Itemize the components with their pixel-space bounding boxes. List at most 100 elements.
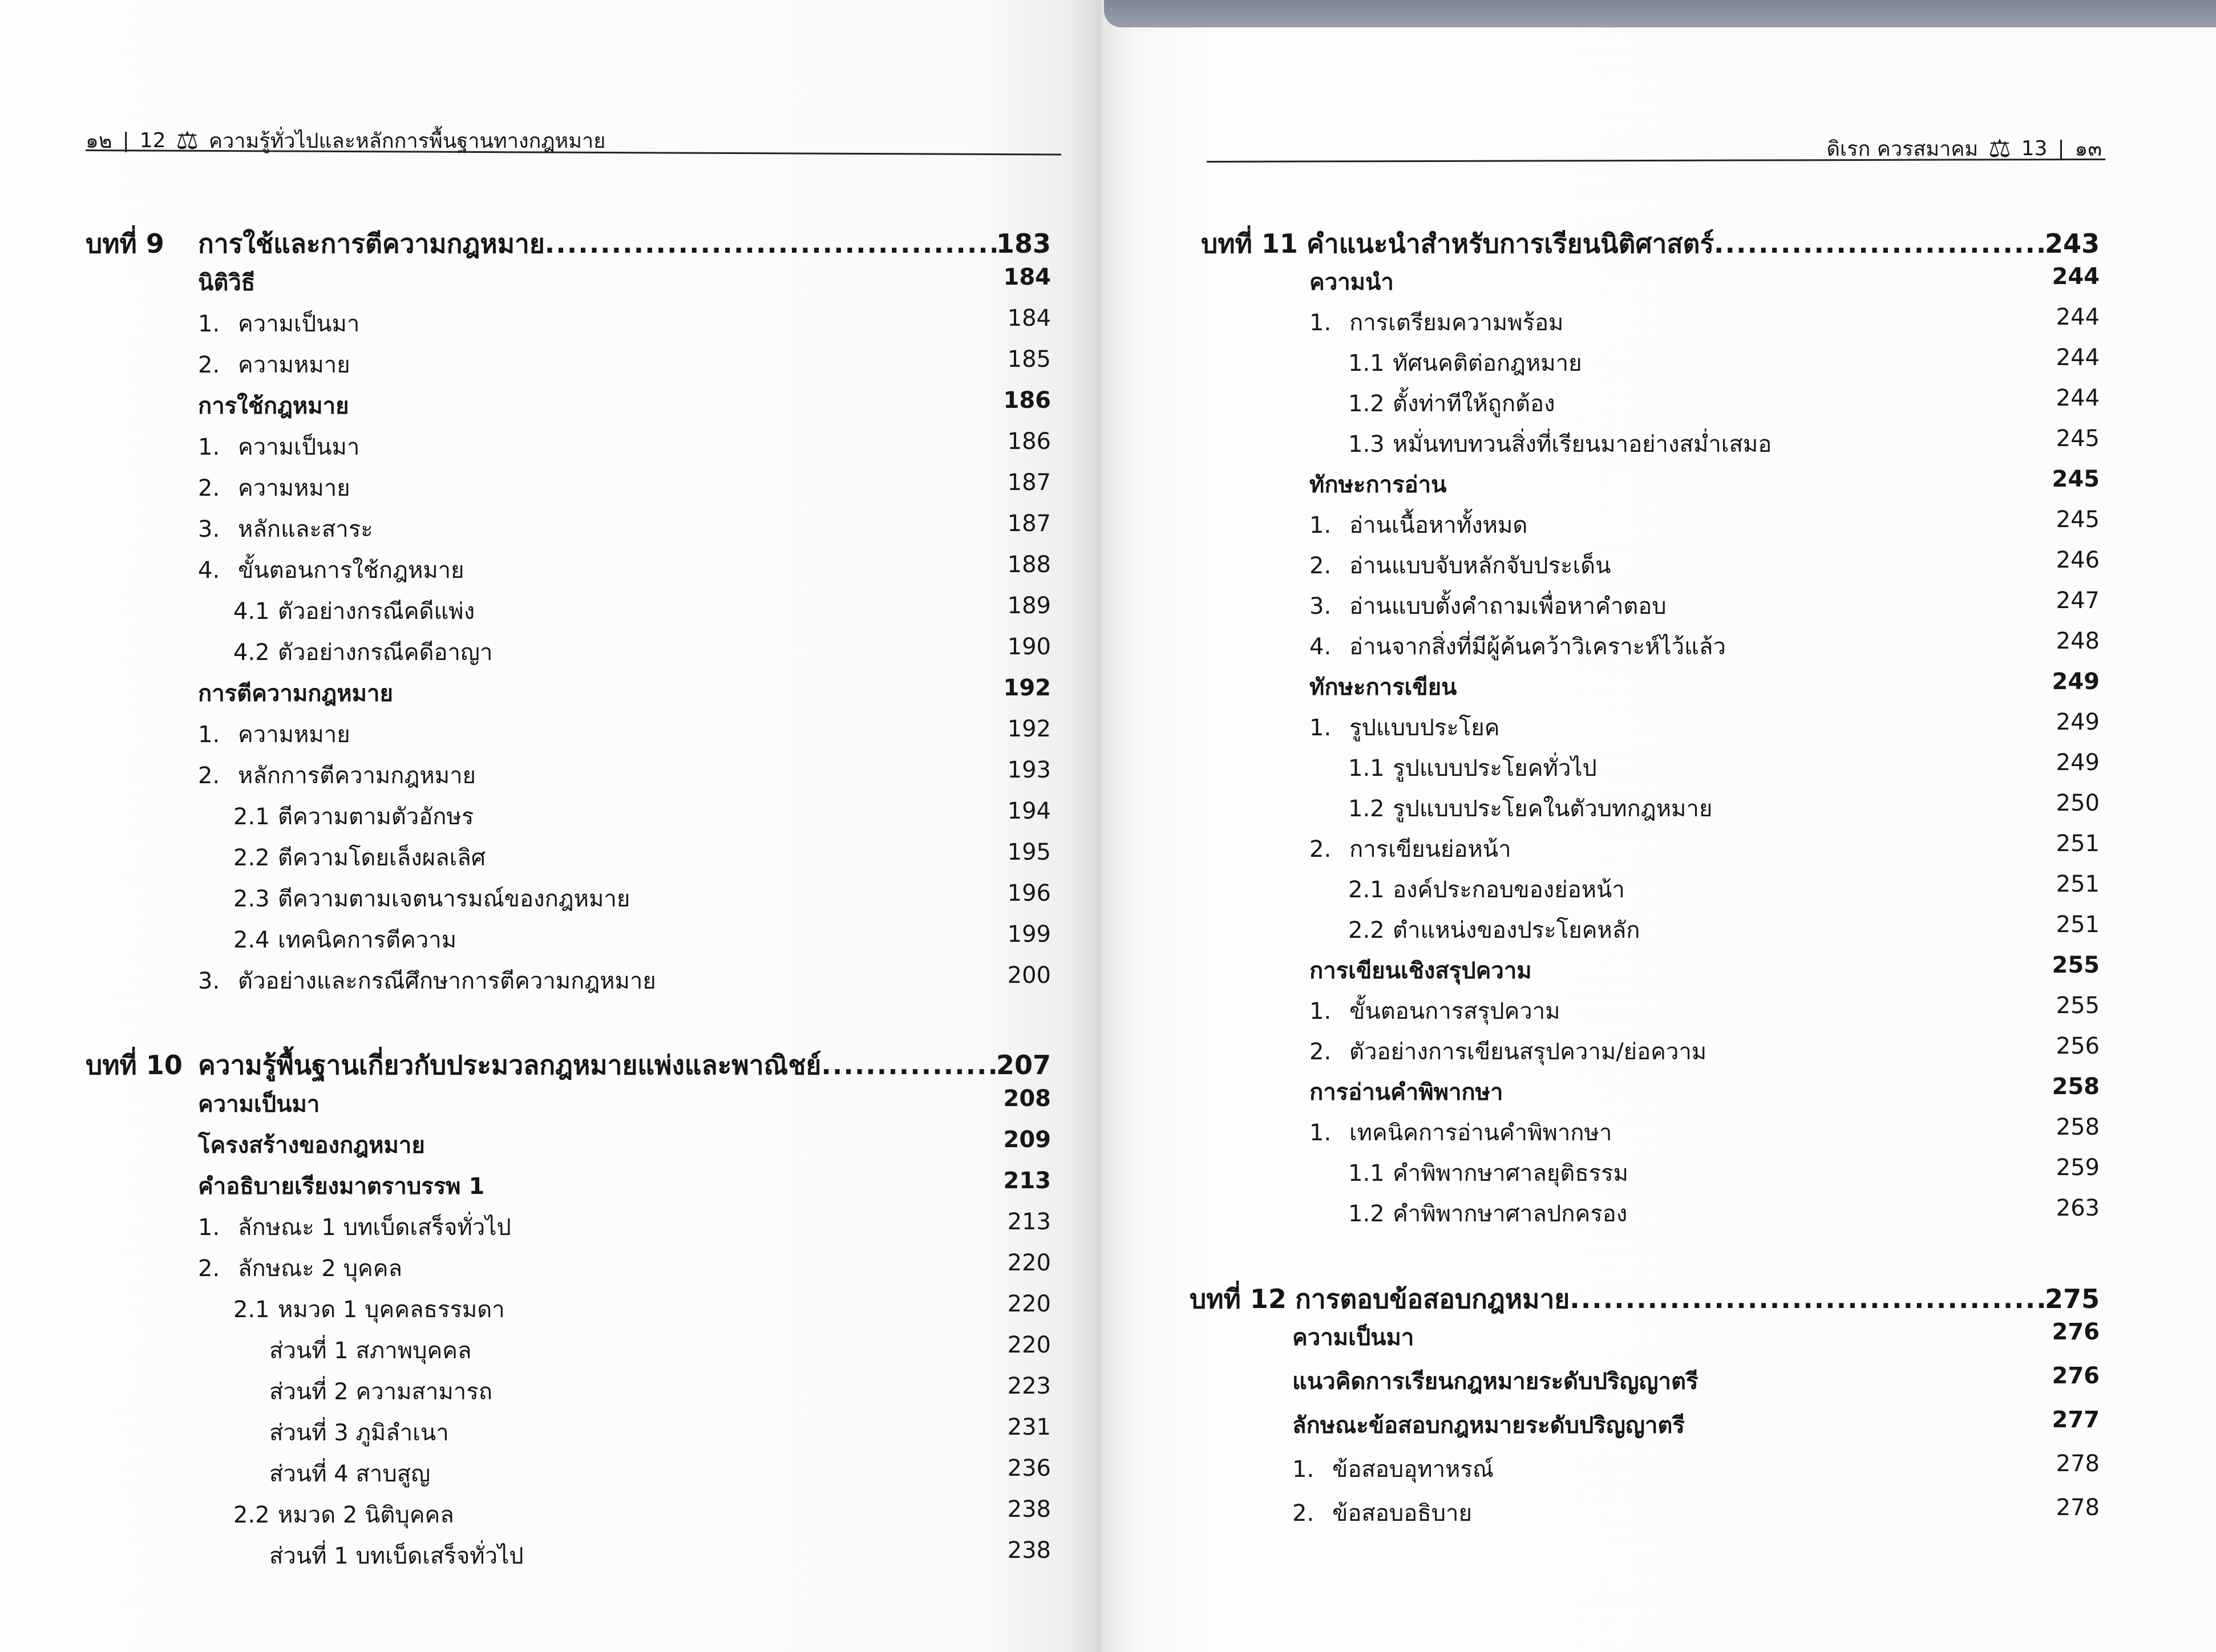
toc-entry: 1.2 ตั้งท่าทีให้ถูกต้อง 244 — [1348, 385, 2100, 422]
item-number: 2. — [1309, 553, 1332, 579]
page-ref: 220 — [1007, 1332, 1051, 1358]
item-title: หมั่นทบทวนสิ่งที่เรียนมาอย่างสม่ำเสมอ — [1393, 431, 1772, 457]
page-ref: 249 — [2056, 709, 2100, 735]
page-number-thai: ๑๓ — [2075, 137, 2102, 161]
section-heading: การตีความกฎหมาย — [198, 681, 393, 707]
page-ref: 276 — [2052, 1363, 2100, 1389]
chapter-entry: บทที่ 12 การตอบข้อสอบกฎหมาย..............… — [1190, 1278, 2100, 1320]
item-number: 2. — [198, 1256, 220, 1282]
toc-entry: ความเป็นมา 276 — [1292, 1319, 2100, 1355]
left-page — [0, 0, 1101, 1652]
item-number: 2.2 — [1348, 917, 1385, 944]
chapter-entry: บทที่ 11 คำแนะนำสำหรับการเรียนนิติศาสตร์.… — [1201, 223, 2100, 265]
toc-entry: 2.4 เทคนิคการตีความ 199 — [233, 921, 1051, 958]
page-ref: 251 — [2056, 831, 2100, 857]
book-title: ความรู้ทั่วไปและหลักการพื้นฐานทางกฎหมาย — [209, 129, 606, 153]
page-ref: 186 — [1003, 387, 1052, 414]
page-ref: 277 — [2052, 1407, 2100, 1433]
item-title: การเตรียมความพร้อม — [1349, 310, 1564, 336]
page-ref: 248 — [2056, 628, 2100, 654]
item-title: อ่านแบบจับหลักจับประเด็น — [1349, 553, 1611, 579]
toc-entry: ส่วนที่ 4 สาบสูญ 236 — [269, 1455, 1051, 1492]
page-ref: 244 — [2056, 385, 2100, 411]
item-title: ตั้งท่าทีให้ถูกต้อง — [1393, 391, 1555, 417]
toc-entry: 1. ข้อสอบอุทาหรณ์ 278 — [1292, 1451, 2100, 1487]
toc-entry: 2. ความหมาย 187 — [198, 469, 1051, 506]
item-title: หมวด 1 บุคคลธรรมดา — [278, 1297, 505, 1323]
page-ref: 259 — [2056, 1155, 2100, 1181]
page-ref: 187 — [1007, 511, 1051, 537]
toc-entry: 2. ข้อสอบอธิบาย 278 — [1292, 1495, 2100, 1531]
item-title: หลักและสาระ — [238, 516, 373, 542]
item-title: รูปแบบประโยคทั่วไป — [1393, 755, 1597, 782]
page-ref: 249 — [2052, 669, 2100, 695]
item-title: ความเป็นมา — [238, 434, 360, 460]
item-number: 1.1 — [1348, 1160, 1385, 1187]
chapter-title: คำแนะนำสำหรับการเรียนนิติศาสตร์ — [1307, 228, 1714, 259]
toc-entry: แนวคิดการเรียนกฎหมายระดับปริญญาตรี 276 — [1292, 1363, 2100, 1399]
page-ref: 187 — [1007, 469, 1051, 496]
toc-entry: 3. ตัวอย่างและกรณีศึกษาการตีความกฎหมาย 200 — [198, 962, 1051, 999]
author-name: ดิเรก ควรสมาคม — [1826, 137, 1979, 161]
item-number: 1. — [198, 722, 220, 748]
toc-entry: ส่วนที่ 1 บทเบ็ดเสร็จทั่วไป 238 — [269, 1537, 1051, 1574]
item-number: 1. — [1309, 1120, 1332, 1146]
separator: | — [2057, 137, 2065, 160]
item-title: ตัวอย่างกรณีคดีแพ่ง — [278, 598, 475, 625]
page-ref: 208 — [1003, 1086, 1052, 1112]
page-ref: 236 — [1007, 1455, 1051, 1481]
page-ref: 183 — [996, 228, 1051, 259]
item-title: ความหมาย — [238, 475, 350, 501]
item-title: ตัวอย่างการเขียนสรุปความ/ย่อความ — [1349, 1039, 1707, 1065]
chapter-title: การใช้และการตีความกฎหมาย — [198, 228, 545, 259]
toc-entry: ทักษะการอ่าน 245 — [1309, 466, 2100, 503]
toc-entry: 1.2 คำพิพากษาศาลปกครอง 263 — [1348, 1195, 2100, 1232]
item-number: 2. — [1292, 1500, 1315, 1527]
item-number: 2.1 — [233, 804, 270, 830]
item-title: ส่วนที่ 3 ภูมิลำเนา — [269, 1420, 449, 1446]
page-ref: 258 — [2052, 1074, 2100, 1100]
item-title: ตัวอย่างกรณีคดีอาญา — [278, 639, 493, 666]
item-title: ส่วนที่ 1 บทเบ็ดเสร็จทั่วไป — [269, 1543, 524, 1569]
toc-entry: 2. ตัวอย่างการเขียนสรุปความ/ย่อความ 256 — [1309, 1033, 2100, 1070]
page-ref: 194 — [1007, 798, 1051, 824]
section-heading: ความเป็นมา — [198, 1091, 320, 1117]
item-number: 4.1 — [233, 598, 270, 625]
page-ref: 223 — [1007, 1373, 1051, 1399]
page-ref: 251 — [2056, 871, 2100, 897]
page-ref: 263 — [2056, 1195, 2100, 1221]
toc-entry: 1. การเตรียมความพร้อม 244 — [1309, 304, 2100, 341]
toc-entry: ลักษณะข้อสอบกฎหมายระดับปริญญาตรี 277 — [1292, 1407, 2100, 1443]
item-number: 2.1 — [233, 1297, 270, 1323]
item-title: อ่านจากสิ่งที่มีผู้ค้นคว้าวิเคราะห์ไว้แล… — [1349, 634, 1726, 660]
page-ref: 276 — [2052, 1319, 2100, 1345]
page-ref: 220 — [1007, 1250, 1051, 1276]
page-ref: 213 — [1007, 1209, 1051, 1235]
item-number: 2. — [198, 352, 220, 378]
item-number: 2. — [198, 763, 220, 789]
toc-entry: 2. อ่านแบบจับหลักจับประเด็น 246 — [1309, 547, 2100, 584]
item-title: ข้อสอบอธิบาย — [1332, 1500, 1472, 1527]
page-ref: 258 — [2056, 1114, 2100, 1140]
page-ref: 184 — [1007, 305, 1051, 331]
toc-entry: ความเป็นมา 208 — [198, 1086, 1051, 1122]
page-ref: 244 — [2056, 345, 2100, 371]
page-ref: 243 — [2044, 228, 2100, 259]
page-ref: 247 — [2056, 588, 2100, 614]
item-title: การเขียนย่อหน้า — [1349, 836, 1511, 863]
item-number: 1. — [1309, 512, 1332, 538]
item-number: 4.2 — [233, 639, 270, 666]
page-ref: 278 — [2056, 1451, 2100, 1477]
section-heading: ทักษะการอ่าน — [1309, 472, 1447, 498]
item-title: ส่วนที่ 4 สาบสูญ — [269, 1461, 431, 1487]
page-ref: 249 — [2056, 750, 2100, 776]
page-ref: 200 — [1007, 962, 1051, 989]
toc-entry: 1.1 ทัศนคติต่อกฎหมาย 244 — [1348, 345, 2100, 381]
item-title: ความเป็นมา — [238, 311, 360, 337]
item-title: ส่วนที่ 1 สภาพบุคคล — [269, 1338, 472, 1364]
toc-entry: 1. ความเป็นมา 186 — [198, 428, 1051, 465]
toc-entry: 2. การเขียนย่อหน้า 251 — [1309, 831, 2100, 867]
item-number: 1. — [198, 311, 220, 337]
item-number: 1. — [1309, 998, 1332, 1025]
page-number: 13 — [2021, 137, 2048, 160]
